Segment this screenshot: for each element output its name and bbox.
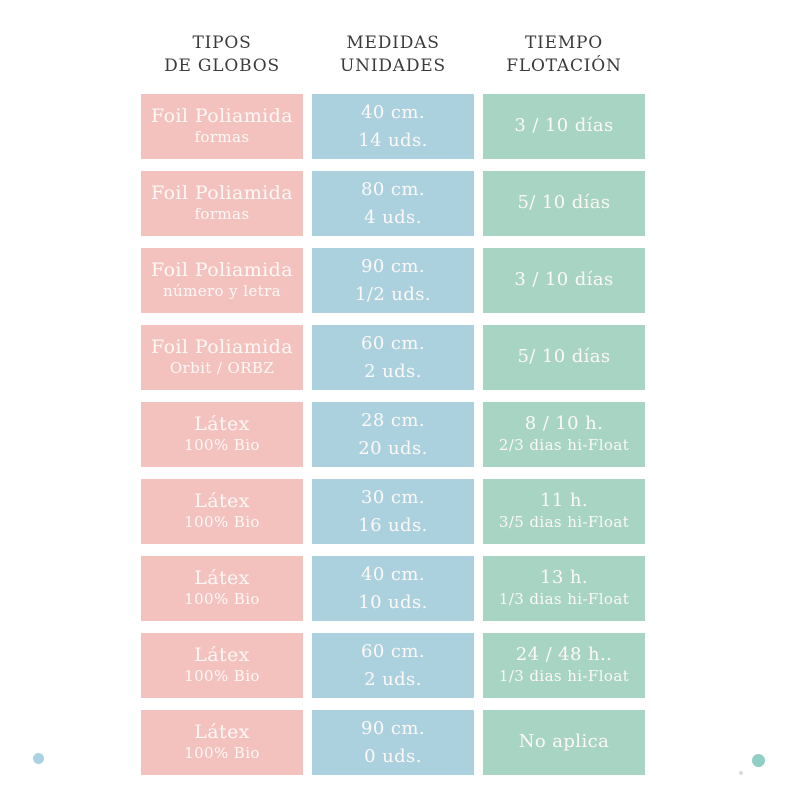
medida-cell: 28 cm. 20 uds. [312,402,474,467]
flotacion-sublabel: 2/3 dias hi-Float [498,436,630,455]
flotacion-cell: 11 h. 3/5 dias hi-Float [483,479,645,544]
header-line: UNIDADES [340,56,446,76]
table-grid: TIPOS DE GLOBOS MEDIDAS UNIDADES TIEMPO … [141,28,645,775]
tipo-cell: Látex 100% Bio [141,633,303,698]
medida-cell: 90 cm. 0 uds. [312,710,474,775]
medida-label: 90 cm. [361,255,425,277]
medida-label: 90 cm. [361,717,425,739]
unidades-label: 2 uds. [364,668,422,690]
tipo-label: Foil Poliamida [151,336,293,359]
column-header-medidas: MEDIDAS UNIDADES [312,28,474,82]
flotacion-cell: 24 / 48 h.. 1/3 dias hi-Float [483,633,645,698]
medida-label: 80 cm. [361,178,425,200]
tipo-label: Látex [194,644,250,667]
flotacion-cell: 3 / 10 días [483,248,645,313]
unidades-label: 14 uds. [358,129,428,151]
flotacion-label: 5/ 10 días [517,346,611,368]
tipo-cell: Látex 100% Bio [141,479,303,544]
flotacion-sublabel: 1/3 dias hi-Float [498,667,630,686]
flotacion-sublabel: 1/3 dias hi-Float [498,590,630,609]
medida-cell: 30 cm. 16 uds. [312,479,474,544]
tipo-label: Látex [194,567,250,590]
header-line: TIPOS [192,33,252,54]
flotacion-label: 5/ 10 días [517,192,611,214]
tipo-sublabel: Orbit / ORBZ [169,359,275,378]
tipo-label: Foil Poliamida [151,259,293,282]
tipo-cell: Foil Poliamida formas [141,94,303,159]
tipo-cell: Foil Poliamida formas [141,171,303,236]
unidades-label: 16 uds. [358,514,428,536]
tipo-label: Foil Poliamida [151,105,293,128]
tipo-cell: Látex 100% Bio [141,402,303,467]
tipo-label: Látex [194,721,250,744]
tipo-label: Látex [194,413,250,436]
flotacion-label: 3 / 10 días [514,115,614,137]
flotacion-sublabel: 3/5 dias hi-Float [498,513,630,532]
flotacion-cell: 5/ 10 días [483,325,645,390]
flotacion-label: 24 / 48 h.. [515,643,613,665]
unidades-label: 1/2 uds. [355,283,431,305]
flotacion-label: 8 / 10 h. [524,412,604,434]
tipo-sublabel: número y letra [162,282,282,301]
unidades-label: 4 uds. [364,206,422,228]
header-line: MEDIDAS [346,33,440,54]
medida-cell: 60 cm. 2 uds. [312,633,474,698]
medida-cell: 40 cm. 14 uds. [312,94,474,159]
unidades-label: 0 uds. [364,745,422,767]
tipo-sublabel: 100% Bio [184,744,260,763]
tipo-sublabel: 100% Bio [184,590,260,609]
column-header-tipos: TIPOS DE GLOBOS [141,28,303,82]
header-line: FLOTACIÓN [506,56,622,76]
medida-cell: 80 cm. 4 uds. [312,171,474,236]
flotacion-cell: 3 / 10 días [483,94,645,159]
tipo-sublabel: 100% Bio [184,667,260,686]
medida-label: 28 cm. [361,409,425,431]
medida-label: 40 cm. [361,563,425,585]
medida-cell: 60 cm. 2 uds. [312,325,474,390]
confetti-dot-right [752,754,765,767]
column-header-tiempo: TIEMPO FLOTACIÓN [483,28,645,82]
flotacion-label: 3 / 10 días [514,269,614,291]
medida-cell: 90 cm. 1/2 uds. [312,248,474,313]
tipo-sublabel: formas [194,205,250,224]
tipo-sublabel: formas [194,128,250,147]
header-line: DE GLOBOS [164,56,280,76]
confetti-speck [739,771,743,775]
medida-cell: 40 cm. 10 uds. [312,556,474,621]
unidades-label: 20 uds. [358,437,428,459]
medida-label: 60 cm. [361,640,425,662]
medida-label: 40 cm. [361,101,425,123]
tipo-label: Látex [194,490,250,513]
tipo-cell: Foil Poliamida Orbit / ORBZ [141,325,303,390]
confetti-dot-left [33,753,44,764]
tipo-cell: Foil Poliamida número y letra [141,248,303,313]
tipo-label: Foil Poliamida [151,182,293,205]
header-line: TIEMPO [524,33,604,54]
flotacion-cell: 13 h. 1/3 dias hi-Float [483,556,645,621]
tipo-sublabel: 100% Bio [184,513,260,532]
unidades-label: 2 uds. [364,360,422,382]
tipo-cell: Látex 100% Bio [141,556,303,621]
flotacion-label: No aplica [518,731,610,753]
flotacion-label: 11 h. [540,489,588,511]
flotacion-cell: 5/ 10 días [483,171,645,236]
medida-label: 60 cm. [361,332,425,354]
flotacion-cell: 8 / 10 h. 2/3 dias hi-Float [483,402,645,467]
unidades-label: 10 uds. [358,591,428,613]
flotacion-label: 13 h. [540,566,588,588]
flotacion-cell: No aplica [483,710,645,775]
tipo-sublabel: 100% Bio [184,436,260,455]
medida-label: 30 cm. [361,486,425,508]
tipo-cell: Látex 100% Bio [141,710,303,775]
